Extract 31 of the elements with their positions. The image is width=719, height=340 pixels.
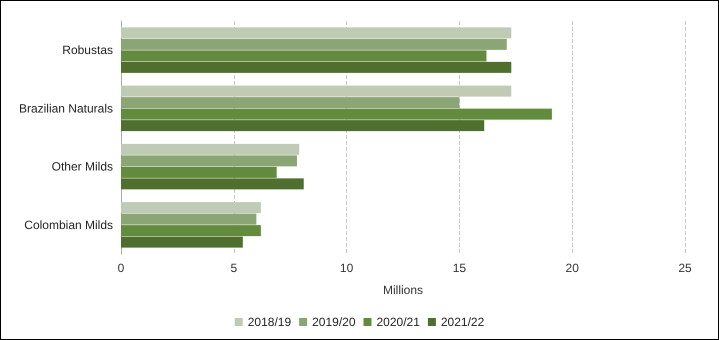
bar bbox=[121, 166, 277, 178]
y-tick-label: Other Milds bbox=[52, 160, 113, 174]
legend-label: 2019/20 bbox=[312, 315, 356, 329]
legend-label: 2021/22 bbox=[440, 315, 485, 329]
bar bbox=[121, 97, 460, 108]
x-axis-title: Millions bbox=[382, 283, 424, 297]
bar bbox=[121, 236, 243, 248]
bar bbox=[121, 27, 512, 38]
x-tick-label: 20 bbox=[566, 261, 580, 275]
y-tick-label: Robustas bbox=[62, 43, 113, 58]
bar bbox=[121, 202, 261, 214]
legend-label: 2018/19 bbox=[248, 315, 292, 329]
x-tick-label: 10 bbox=[340, 261, 354, 275]
bar bbox=[121, 108, 552, 120]
bar bbox=[121, 155, 297, 166]
x-tick-label: 25 bbox=[678, 261, 692, 275]
x-tick-label: 5 bbox=[230, 261, 238, 275]
bar bbox=[121, 178, 304, 190]
x-tick-label: 15 bbox=[452, 261, 466, 275]
bar bbox=[121, 214, 256, 225]
x-tick-label: 0 bbox=[118, 261, 125, 275]
bar bbox=[121, 144, 300, 155]
y-tick-label: Brazilian Naturals bbox=[18, 101, 113, 116]
bar bbox=[121, 38, 507, 50]
bar bbox=[121, 120, 484, 132]
bar bbox=[121, 86, 512, 97]
bar bbox=[121, 62, 512, 73]
legend-label: 2020/21 bbox=[376, 315, 420, 329]
y-tick-label: Colombian Milds bbox=[24, 218, 113, 232]
bar bbox=[121, 225, 261, 236]
bar bbox=[121, 50, 486, 62]
